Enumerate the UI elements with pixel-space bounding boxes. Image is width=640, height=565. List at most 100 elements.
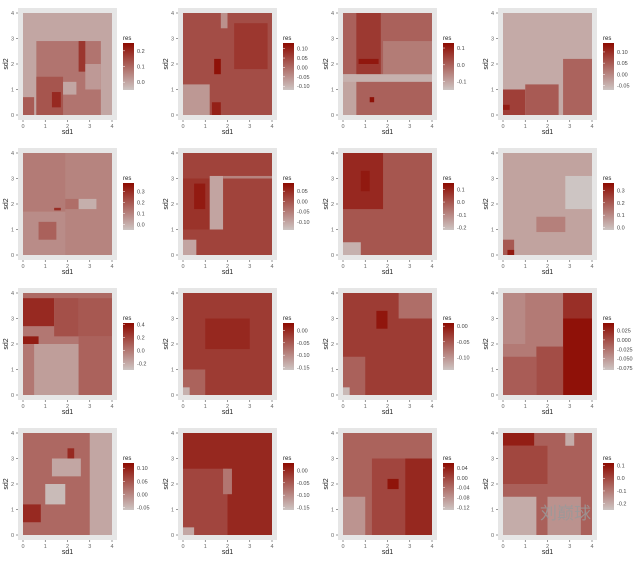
- y-tick-label: 4: [171, 151, 174, 157]
- legend-tick-label: -0.05: [297, 210, 310, 216]
- y-tick-label: 4: [491, 151, 494, 157]
- x-tick-label: 2: [66, 264, 69, 270]
- x-tick-label: 0: [501, 264, 504, 270]
- heatmap-panel-8: 0 1 2 3 4 0 1 2 3 4 sd1 sd2 res 0.3 0.2 0.1 0.0: [480, 140, 640, 280]
- x-axis-label: sd1: [382, 269, 393, 276]
- heatmap-tile: [503, 356, 537, 395]
- x-tick-label: 3: [88, 264, 91, 270]
- heatmap-panel-5: 0 1 2 3 4 0 1 2 3 4 sd1 sd2 res 0.3 0.2 0.1 0.0: [0, 140, 160, 280]
- y-tick-label: 1: [491, 508, 494, 514]
- legend-title: res: [603, 36, 611, 42]
- heatmap-tile: [78, 336, 112, 395]
- heatmap-tile: [89, 433, 112, 535]
- x-tick-label: 1: [524, 124, 527, 130]
- heatmap-svg: 0 1 2 3 4 0 1 2 3 4 sd1 sd2 res 0.1 0.0 -0.1 -0.2: [323, 148, 466, 276]
- y-tick-label: 0: [331, 113, 334, 119]
- legend-title: res: [443, 36, 451, 42]
- x-tick-label: 4: [270, 124, 273, 130]
- y-tick-label: 0: [331, 393, 334, 399]
- y-axis-label: sd2: [3, 338, 10, 349]
- heatmap-svg: 0 1 2 3 4 0 1 2 3 4 sd1 sd2 res 0.4 0.2 0.0 -0.2: [3, 288, 146, 416]
- heatmap-tile: [503, 496, 537, 535]
- heatmap-tile: [503, 433, 535, 446]
- y-tick-label: 3: [11, 317, 14, 323]
- legend-colorbar: [123, 463, 134, 510]
- heatmap-svg: 0 1 2 3 4 0 1 2 3 4 sd1 sd2 res 0.025 0.000 -0.025 -0.05…: [483, 288, 633, 416]
- x-tick-label: 0: [181, 544, 184, 550]
- y-tick-label: 2: [331, 62, 334, 68]
- heatmap-tile: [23, 336, 39, 344]
- x-tick-label: 4: [270, 264, 273, 270]
- x-tick-label: 3: [248, 124, 251, 130]
- x-tick-label: 0: [21, 544, 24, 550]
- x-axis-label: sd1: [382, 549, 393, 556]
- legend-tick-label: 0.05: [137, 479, 148, 485]
- legend-tick-label: -0.2: [137, 361, 146, 367]
- legend-tick-label: 0.00: [297, 65, 308, 71]
- y-tick-label: 0: [171, 113, 174, 119]
- y-tick-label: 2: [331, 482, 334, 488]
- y-tick-label: 4: [331, 151, 334, 157]
- heatmap-panel-6: 0 1 2 3 4 0 1 2 3 4 sd1 sd2 res 0.05 0.00 -0.05 -0.10: [160, 140, 320, 280]
- legend-colorbar: [443, 183, 454, 230]
- y-tick-label: 2: [11, 202, 14, 208]
- y-tick-label: 1: [171, 88, 174, 94]
- legend-title: res: [443, 316, 451, 322]
- x-axis-label: sd1: [542, 549, 553, 556]
- x-tick-label: 3: [88, 124, 91, 130]
- y-tick-label: 4: [11, 431, 14, 437]
- y-tick-label: 1: [491, 368, 494, 374]
- heatmap-svg: 0 1 2 3 4 0 1 2 3 4 sd1 sd2 res 0.10 0.05 0.00 -0.05 -0.1…: [163, 8, 310, 136]
- heatmap-svg: 0 1 2 3 4 0 1 2 3 4 sd1 sd2 res 0.10 0.05 0.00 -0.05: [3, 428, 150, 556]
- legend-colorbar: [283, 43, 294, 90]
- y-tick-label: 4: [491, 431, 494, 437]
- heatmap-tile: [343, 74, 432, 82]
- y-tick-label: 0: [491, 393, 494, 399]
- heatmap-tile: [23, 97, 35, 115]
- heatmap-panel-10: 0 1 2 3 4 0 1 2 3 4 sd1 sd2 res 0.00 -0.05 -0.10 -0.15: [160, 280, 320, 420]
- x-tick-label: 4: [110, 544, 113, 550]
- y-tick-label: 4: [331, 431, 334, 437]
- y-tick-label: 0: [171, 253, 174, 259]
- heatmap-tile: [67, 448, 75, 459]
- heatmap-tile: [183, 84, 210, 115]
- legend-tick-label: -0.05: [617, 84, 630, 90]
- y-tick-label: 0: [11, 533, 14, 539]
- x-tick-label: 3: [408, 264, 411, 270]
- x-tick-label: 4: [590, 544, 593, 550]
- legend-tick-label: -0.2: [457, 225, 466, 231]
- heatmap-tile: [503, 104, 510, 110]
- x-tick-label: 1: [364, 264, 367, 270]
- y-tick-label: 2: [491, 62, 494, 68]
- legend-tick-label: -0.05: [297, 75, 310, 81]
- y-tick-label: 3: [11, 457, 14, 463]
- heatmap-panel-1: 0 1 2 3 4 0 1 2 3 4 sd1 sd2 res 0.2 0.1 0.0: [0, 0, 160, 140]
- legend-tick-label: 0.00: [297, 468, 308, 474]
- y-tick-label: 3: [11, 37, 14, 43]
- legend-colorbar: [443, 43, 454, 90]
- legend-tick-label: 0.025: [617, 329, 631, 335]
- legend-title: res: [283, 36, 291, 42]
- x-tick-label: 2: [226, 264, 229, 270]
- x-tick-label: 4: [430, 264, 433, 270]
- heatmap-tile: [223, 468, 232, 495]
- y-tick-label: 2: [171, 482, 174, 488]
- x-tick-label: 1: [364, 124, 367, 130]
- y-tick-label: 0: [491, 253, 494, 259]
- heatmap-tile: [343, 496, 366, 535]
- legend-tick-label: 0.10: [137, 466, 148, 472]
- heatmap-tile: [220, 13, 228, 29]
- legend-title: res: [283, 176, 291, 182]
- y-tick-label: 0: [11, 253, 14, 259]
- x-tick-label: 0: [21, 404, 24, 410]
- x-tick-label: 4: [270, 404, 273, 410]
- heatmap-tile: [398, 293, 432, 319]
- heatmap-tile: [369, 97, 375, 103]
- y-tick-label: 3: [171, 177, 174, 183]
- x-tick-label: 2: [66, 124, 69, 130]
- x-tick-label: 2: [386, 544, 389, 550]
- y-tick-label: 3: [331, 37, 334, 43]
- legend-tick-label: -0.025: [617, 347, 633, 353]
- heatmap-tile: [23, 153, 66, 212]
- x-tick-label: 0: [21, 264, 24, 270]
